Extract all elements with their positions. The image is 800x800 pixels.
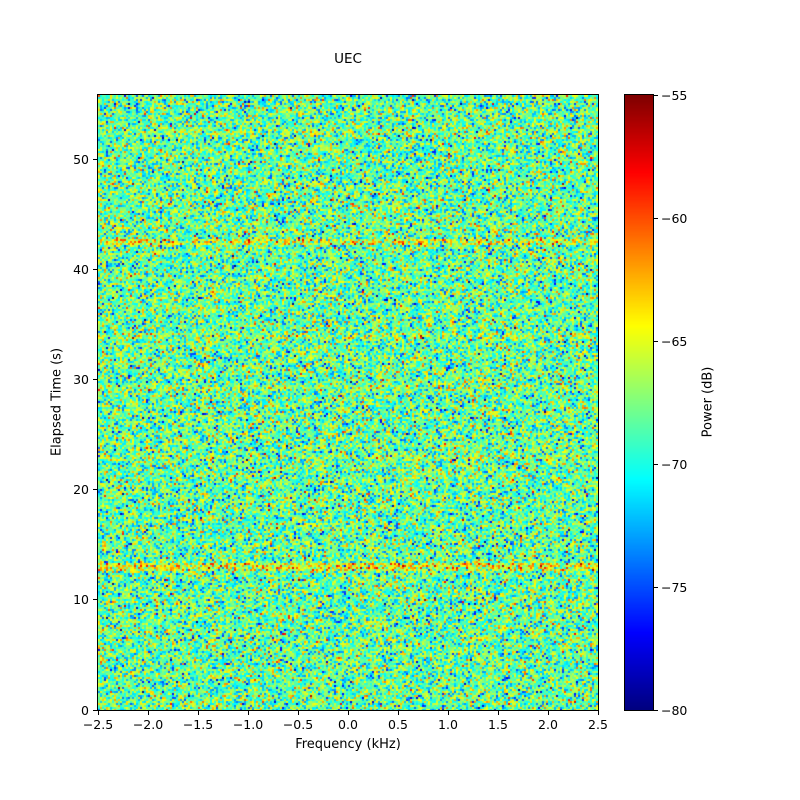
colorbar-tick-mark [654,217,658,219]
colorbar-tick-mark [654,463,658,465]
colorbar-tick-mark [654,709,658,711]
x-tick-label: 1.5 [488,717,508,732]
y-tick-label: 30 [73,372,89,388]
y-tick-mark [93,159,97,161]
colorbar-gradient-canvas [625,95,653,710]
x-tick-label: −1.0 [232,717,264,732]
colorbar-tick-label: −75 [661,579,688,595]
colorbar-tick-label: −65 [661,333,688,349]
colorbar-label-text: Power (dB) [700,366,716,438]
x-tick-mark [597,711,599,715]
x-tick-label: −1.5 [182,717,214,732]
x-tick-mark [547,711,549,715]
x-tick-label: 1.0 [438,717,458,732]
y-tick-label: 20 [73,482,89,498]
chart-title: UEC [334,51,362,67]
x-tick-mark [297,711,299,715]
x-tick-mark [147,711,149,715]
y-tick-mark [93,269,97,271]
spectrogram-heatmap-canvas [98,95,598,710]
x-tick-mark [347,711,349,715]
x-tick-mark [447,711,449,715]
x-tick-mark [197,711,199,715]
x-tick-mark [397,711,399,715]
y-tick-label: 50 [73,152,89,168]
y-tick-label: 40 [73,262,89,278]
y-tick-mark [93,489,97,491]
colorbar-tick-label: −70 [661,456,688,472]
y-tick-mark [93,599,97,601]
colorbar-tick-mark [654,94,658,96]
x-tick-label: 2.5 [588,717,608,732]
x-tick-mark [97,711,99,715]
x-tick-label: −2.5 [82,717,114,732]
colorbar-tick-mark [654,586,658,588]
x-tick-label: 0.0 [338,717,358,732]
y-tick-label: 0 [81,702,89,718]
y-tick-label: 10 [73,592,89,608]
colorbar-tick-mark [654,340,658,342]
x-tick-mark [247,711,249,715]
y-axis-label-text: Elapsed Time (s) [49,347,65,457]
y-tick-mark [93,709,97,711]
colorbar-tick-label: −55 [661,87,688,103]
x-tick-mark [497,711,499,715]
x-tick-label: 0.5 [388,717,408,732]
x-axis-label: Frequency (kHz) [295,737,401,752]
colorbar-tick-label: −60 [661,210,688,226]
colorbar-tick-label: −80 [661,702,688,718]
x-tick-label: −0.5 [282,717,314,732]
x-tick-label: −2.0 [132,717,164,732]
y-tick-mark [93,379,97,381]
x-tick-label: 2.0 [538,717,558,732]
